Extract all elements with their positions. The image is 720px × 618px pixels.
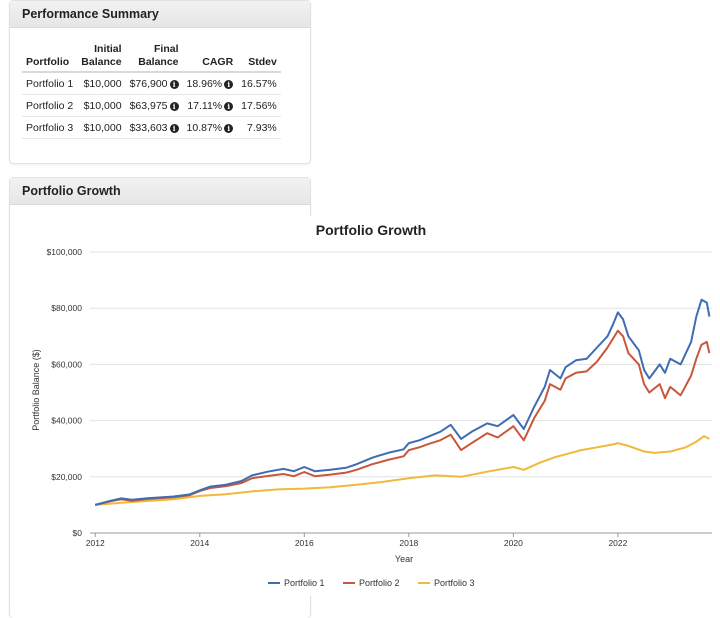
y-tick-label: $80,000 <box>51 303 82 313</box>
info-icon[interactable]: i <box>224 101 234 111</box>
performance-summary-panel: Performance Summary Portfolio Initial Bal… <box>9 0 311 164</box>
grid <box>90 251 712 534</box>
table-row: Portfolio 2 $10,000 $63,975 i 17.11% i 17.… <box>22 94 281 117</box>
growth-chart: Portfolio Growth $0 $20,000 $40,000 $60,000… <box>31 222 712 588</box>
x-tick-label: 2016 <box>295 538 314 548</box>
x-tick-label: 2012 <box>86 538 105 548</box>
info-icon[interactable]: i <box>169 79 179 89</box>
growth-chart-area: Portfolio Growth $0 $20,000 $40,000 $60,000… <box>10 216 720 596</box>
legend-item[interactable]: Portfolio 2 <box>343 578 400 588</box>
y-tick-label: $40,000 <box>51 416 82 426</box>
table-header-row: Portfolio Initial Balance Final Balance CA… <box>22 43 281 73</box>
chart-title: Portfolio Growth <box>316 222 426 238</box>
x-tick-label: 2014 <box>190 538 209 548</box>
legend-label: Portfolio 1 <box>284 578 325 588</box>
info-icon[interactable]: i <box>224 123 234 133</box>
x-tick-label: 2018 <box>399 538 418 548</box>
series-line-portfolio-3 <box>95 435 710 506</box>
row-stdev: 17.56% <box>237 94 281 117</box>
info-icon[interactable]: i <box>224 79 234 89</box>
table-row: Portfolio 1 $10,000 $76,900 i 18.96% i 16.… <box>22 72 281 95</box>
info-icon[interactable]: i <box>169 123 179 133</box>
table-row: Portfolio 3 $10,000 $33,603 i 10.87% i 7.9… <box>22 116 281 139</box>
legend: Portfolio 1 Portfolio 2 Portfolio 3 <box>268 578 475 588</box>
col-cagr: CAGR <box>182 43 238 73</box>
portfolio-growth-panel-title: Portfolio Growth <box>10 178 310 205</box>
x-tick-label: 2020 <box>504 538 523 548</box>
y-axis-title: Portfolio Balance ($) <box>31 349 41 431</box>
series-line-portfolio-2 <box>94 329 711 506</box>
legend-label: Portfolio 3 <box>434 578 475 588</box>
row-cagr: 10.87% i <box>182 116 238 139</box>
col-initial-balance: Initial Balance <box>77 43 126 73</box>
y-tick-label: $20,000 <box>51 472 82 482</box>
legend-label: Portfolio 2 <box>359 578 400 588</box>
row-cagr: 18.96% i <box>182 72 238 95</box>
performance-table: Portfolio Initial Balance Final Balance CA… <box>22 43 281 139</box>
row-cagr: 17.11% i <box>182 94 238 117</box>
legend-item[interactable]: Portfolio 3 <box>418 578 475 588</box>
row-name: Portfolio 1 <box>22 72 78 95</box>
row-name: Portfolio 3 <box>22 116 78 139</box>
row-stdev: 7.93% <box>237 116 281 139</box>
row-final: $63,975 i <box>125 94 183 117</box>
series-lines <box>94 298 711 506</box>
col-final-balance: Final Balance <box>125 43 183 73</box>
row-initial: $10,000 <box>77 72 126 95</box>
col-stdev: Stdev <box>237 43 281 73</box>
y-tick-label: $60,000 <box>51 359 82 369</box>
y-tick-label: $0 <box>73 528 83 538</box>
row-name: Portfolio 2 <box>22 94 78 117</box>
row-final: $33,603 i <box>125 116 183 139</box>
x-tick-label: 2022 <box>608 538 627 548</box>
info-icon[interactable]: i <box>169 101 179 111</box>
performance-summary-title: Performance Summary <box>10 1 310 28</box>
y-axis-ticks: $0 $20,000 $40,000 $60,000 $80,000 $100,000 <box>47 247 83 538</box>
x-axis-ticks: 2012 2014 2016 2018 2020 2022 <box>86 533 628 548</box>
col-portfolio: Portfolio <box>22 43 78 73</box>
legend-item[interactable]: Portfolio 1 <box>268 578 325 588</box>
row-initial: $10,000 <box>77 116 126 139</box>
row-initial: $10,000 <box>77 94 126 117</box>
row-final: $76,900 i <box>125 72 183 95</box>
series-line-portfolio-1 <box>94 298 711 506</box>
row-stdev: 16.57% <box>237 72 281 95</box>
y-tick-label: $100,000 <box>47 247 83 257</box>
x-axis-title: Year <box>395 554 413 564</box>
